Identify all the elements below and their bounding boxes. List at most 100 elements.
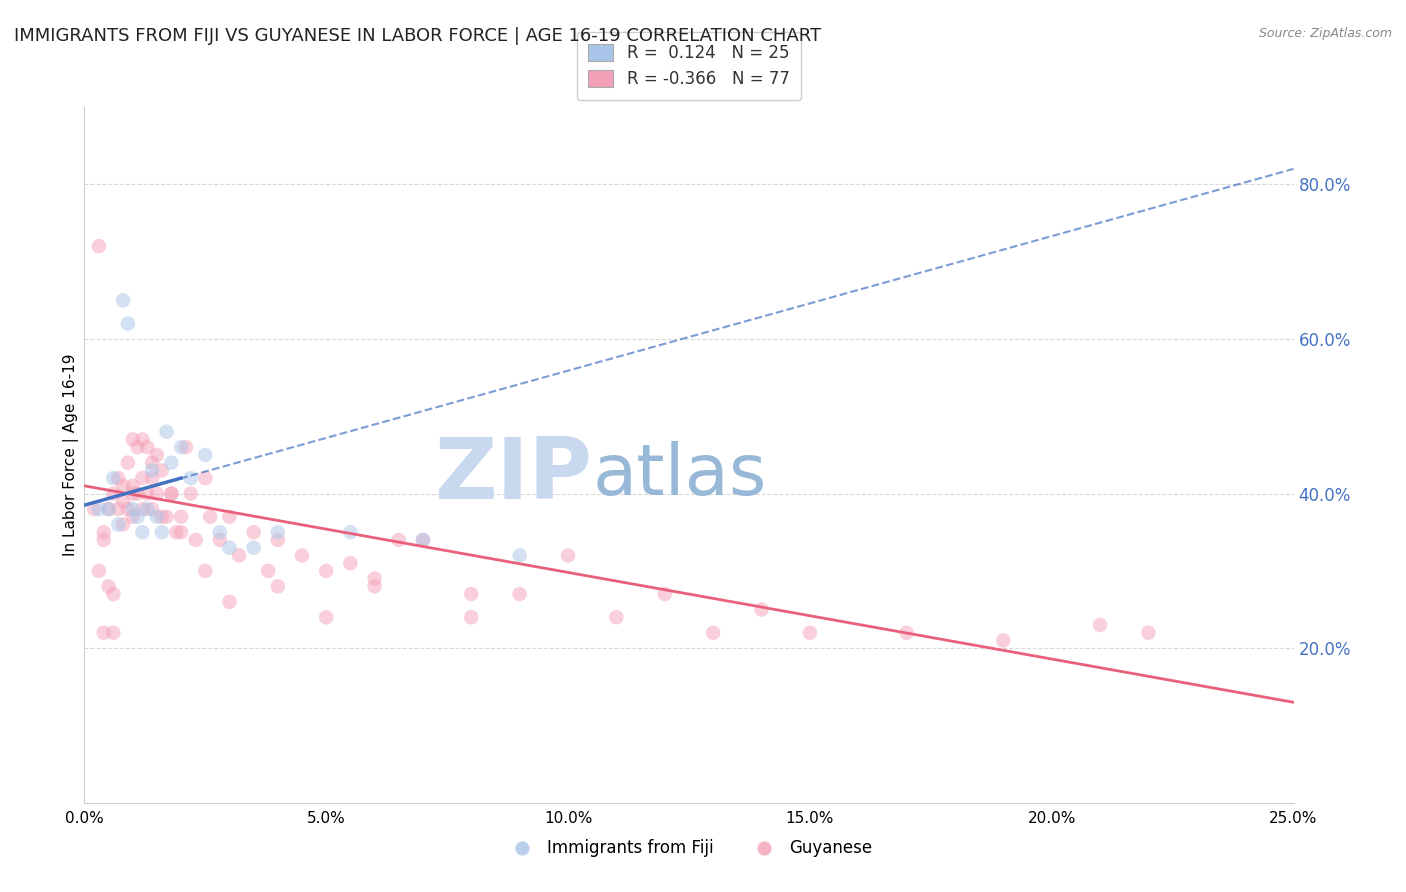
Point (117, 456, 139, 470)
Point (107, 517, 129, 532)
Text: IMMIGRANTS FROM FIJI VS GUYANESE IN LABOR FORCE | AGE 16-19 CORRELATION CHART: IMMIGRANTS FROM FIJI VS GUYANESE IN LABO… (14, 27, 821, 45)
Point (146, 448, 169, 462)
Point (87, 564, 110, 578)
Point (141, 502, 163, 516)
Point (218, 541, 240, 555)
Point (83, 502, 105, 516)
Point (174, 440, 197, 454)
Point (315, 610, 337, 624)
Point (150, 525, 173, 540)
Point (170, 440, 193, 454)
Point (136, 502, 159, 516)
Point (160, 456, 183, 470)
Point (131, 525, 153, 540)
Point (141, 463, 163, 477)
Point (751, 602, 773, 616)
Point (112, 494, 135, 508)
Point (170, 525, 193, 540)
Point (896, 625, 918, 640)
Point (131, 502, 153, 516)
Point (131, 433, 153, 447)
Point (388, 533, 411, 547)
Point (315, 564, 337, 578)
Point (460, 610, 482, 624)
Point (117, 317, 139, 331)
Point (208, 533, 231, 547)
Point (150, 463, 173, 477)
Point (107, 471, 129, 485)
Point (218, 595, 240, 609)
Point (267, 525, 290, 540)
Point (150, 509, 173, 524)
Point (141, 471, 163, 485)
Point (218, 509, 240, 524)
Point (146, 486, 169, 500)
Point (97, 579, 120, 593)
Point (257, 564, 280, 578)
Point (1137, 625, 1160, 640)
Point (460, 587, 482, 601)
Point (184, 533, 207, 547)
Point (557, 549, 579, 563)
Point (112, 517, 135, 532)
Point (97, 502, 120, 516)
Point (93, 525, 115, 540)
Point (363, 579, 385, 593)
Point (136, 486, 159, 500)
Point (363, 572, 385, 586)
Point (605, 610, 627, 624)
Point (121, 502, 143, 516)
Point (702, 625, 724, 640)
Text: Source: ZipAtlas.com: Source: ZipAtlas.com (1258, 27, 1392, 40)
Y-axis label: In Labor Force | Age 16-19: In Labor Force | Age 16-19 (63, 353, 79, 557)
Point (194, 448, 217, 462)
Point (198, 509, 221, 524)
Point (121, 509, 143, 524)
Point (267, 533, 290, 547)
Point (267, 579, 290, 593)
Point (509, 587, 531, 601)
Point (160, 486, 183, 500)
Point (509, 549, 531, 563)
Point (103, 625, 125, 640)
Point (103, 587, 125, 601)
Point (180, 486, 202, 500)
Point (127, 440, 149, 454)
Point (121, 479, 143, 493)
Point (654, 587, 676, 601)
Point (339, 525, 361, 540)
Point (131, 471, 153, 485)
Point (117, 502, 139, 516)
Point (993, 633, 1015, 648)
Point (160, 486, 183, 500)
Point (121, 486, 143, 500)
Legend: Immigrants from Fiji, Guyanese: Immigrants from Fiji, Guyanese (499, 833, 879, 864)
Point (412, 533, 434, 547)
Point (180, 471, 202, 485)
Point (242, 541, 264, 555)
Point (799, 625, 821, 640)
Point (165, 525, 187, 540)
Point (87, 239, 110, 253)
Point (208, 525, 231, 540)
Point (242, 525, 264, 540)
Point (155, 425, 177, 439)
Point (412, 533, 434, 547)
Point (194, 471, 217, 485)
Point (93, 625, 115, 640)
Point (194, 564, 217, 578)
Point (103, 486, 125, 500)
Point (121, 433, 143, 447)
Point (97, 502, 120, 516)
Point (170, 509, 193, 524)
Text: atlas: atlas (592, 442, 766, 510)
Point (112, 479, 135, 493)
Point (1088, 618, 1111, 632)
Point (127, 509, 149, 524)
Text: ZIP: ZIP (434, 434, 592, 517)
Point (155, 509, 177, 524)
Point (107, 502, 129, 516)
Point (146, 509, 169, 524)
Point (87, 502, 110, 516)
Point (136, 440, 159, 454)
